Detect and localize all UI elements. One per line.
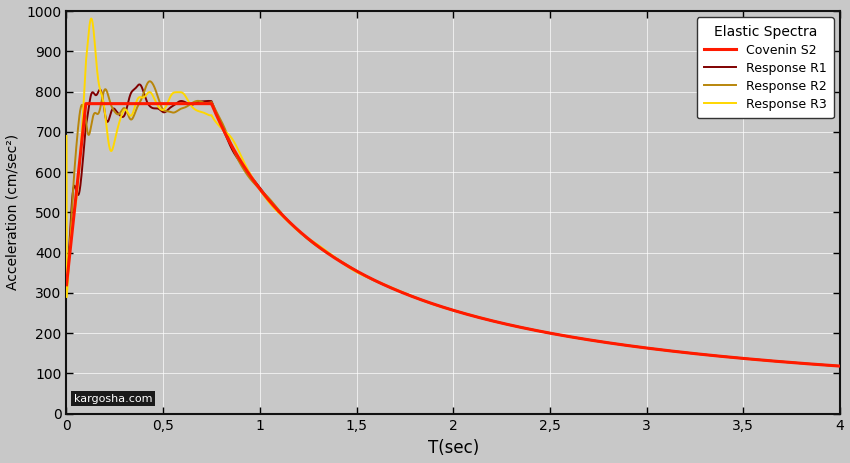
Legend: Covenin S2, Response R1, Response R2, Response R3: Covenin S2, Response R1, Response R2, Re… bbox=[697, 17, 834, 119]
X-axis label: T(sec): T(sec) bbox=[428, 439, 479, 457]
Y-axis label: Acceleration (cm/sec²): Acceleration (cm/sec²) bbox=[6, 134, 20, 290]
Text: kargosha.com: kargosha.com bbox=[74, 394, 153, 404]
